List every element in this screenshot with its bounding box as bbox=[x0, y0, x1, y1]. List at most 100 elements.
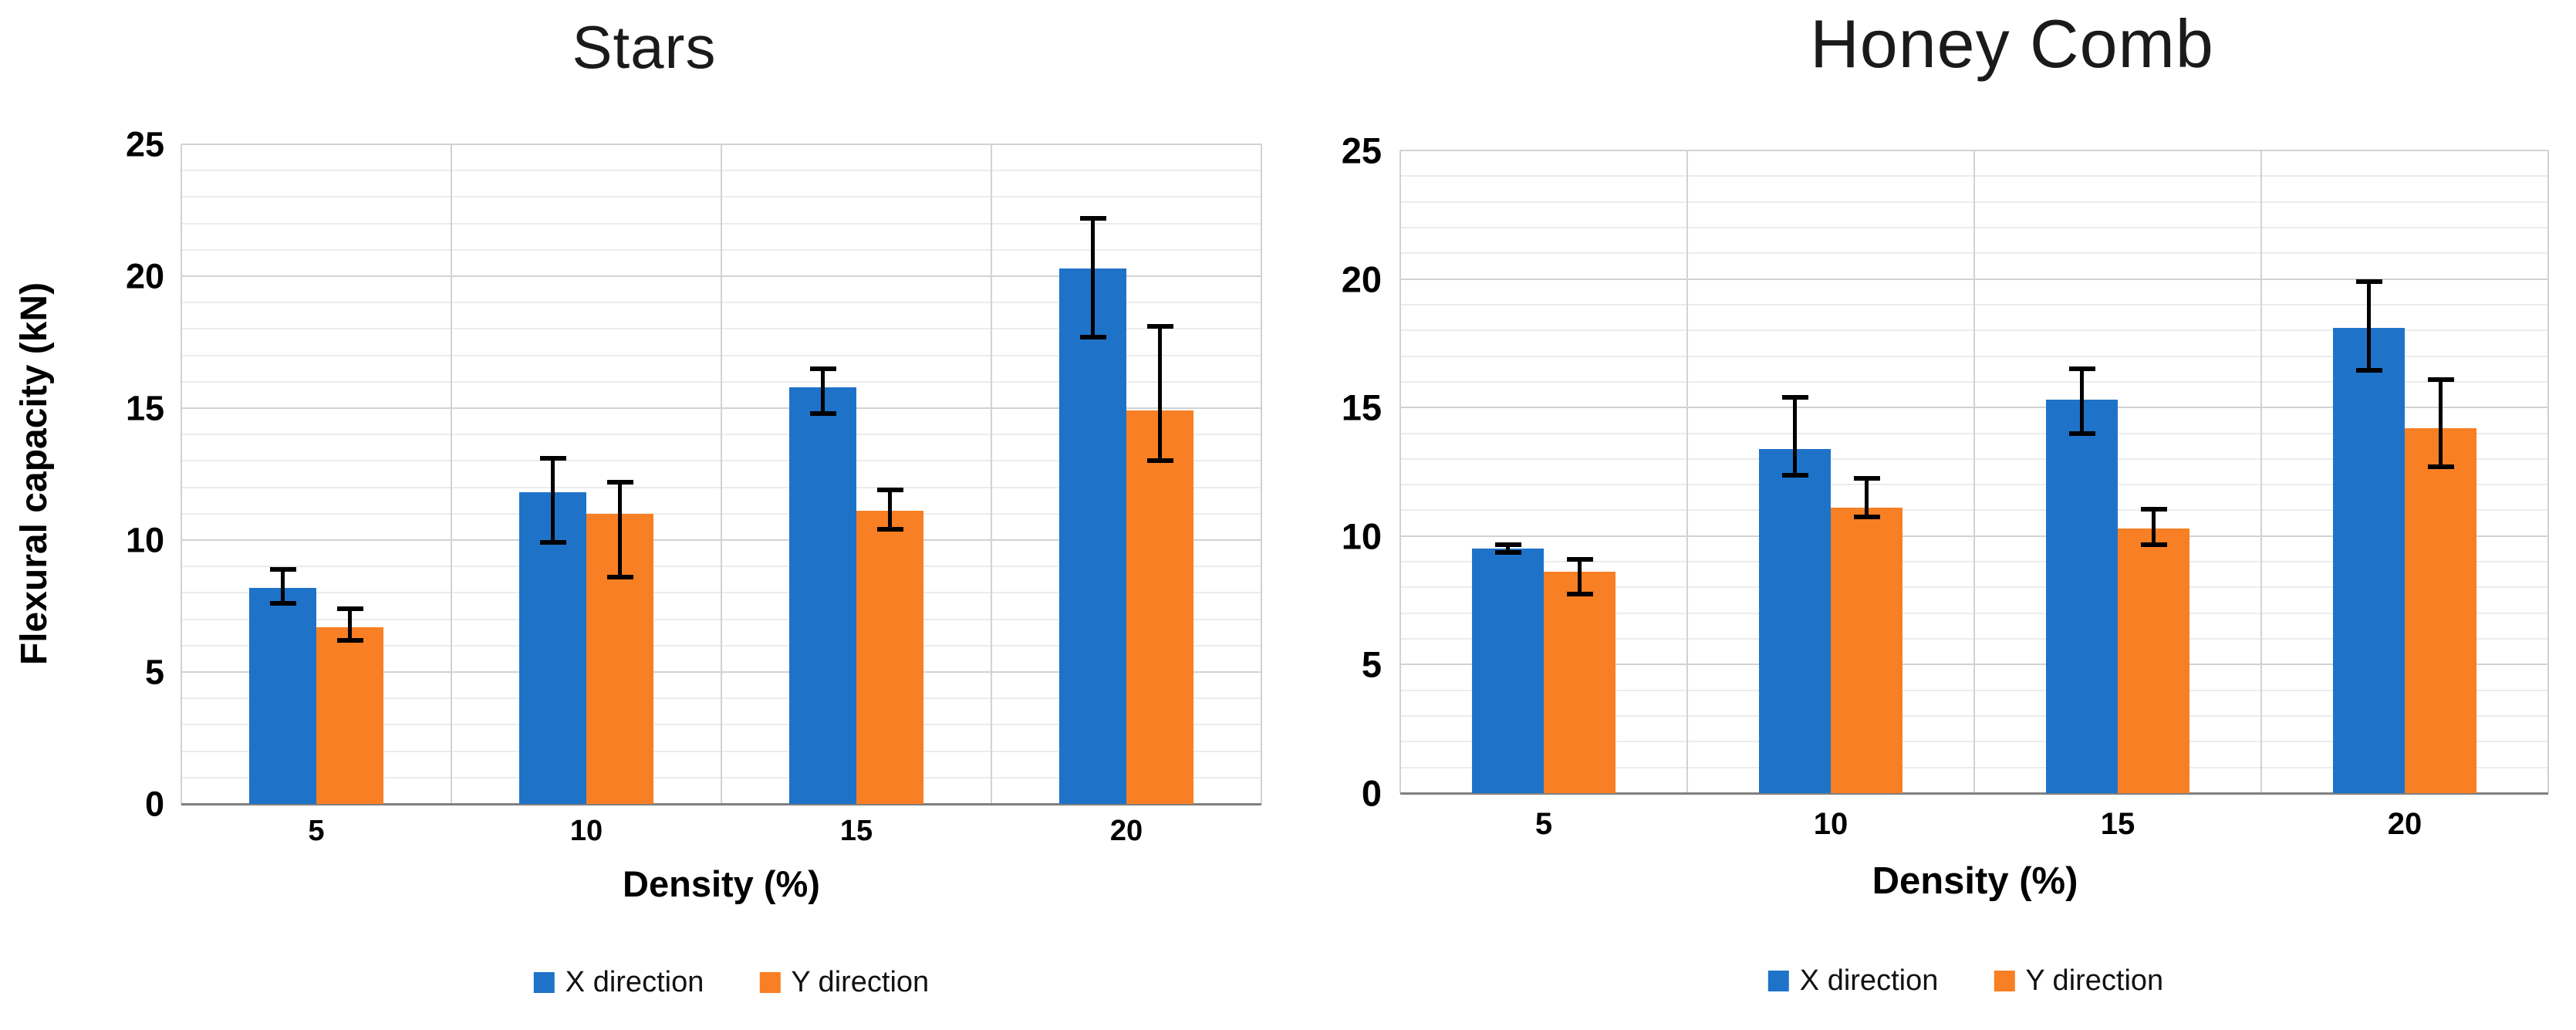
error-bar-cap-top bbox=[1079, 215, 1106, 221]
legend-honeycomb: X direction Y direction bbox=[1767, 964, 2163, 998]
category-boundary-line bbox=[2260, 150, 2262, 793]
x-tick-label: 10 bbox=[569, 815, 603, 847]
error-bar-cap-bottom bbox=[1781, 473, 1808, 478]
error-bar-cap-bottom bbox=[606, 574, 633, 579]
error-bar-cap-bottom bbox=[876, 527, 903, 532]
category-boundary-line bbox=[451, 144, 452, 804]
error-bar-line bbox=[551, 458, 555, 543]
x-tick-label: 20 bbox=[1109, 815, 1143, 847]
category-boundary-line bbox=[1399, 150, 1401, 793]
bar-honeycomb-y-10 bbox=[1831, 508, 1902, 793]
legend-item-x-direction: X direction bbox=[533, 966, 704, 999]
error-bar-cap-bottom bbox=[809, 410, 836, 416]
error-bar-line bbox=[2439, 379, 2443, 467]
legend-label: Y direction bbox=[791, 966, 930, 998]
error-bar-cap-bottom bbox=[1494, 550, 1521, 556]
category-boundary-line bbox=[721, 144, 722, 804]
bar-honeycomb-x-5 bbox=[1472, 549, 1544, 793]
error-bar-line bbox=[888, 490, 892, 530]
y-tick-label: 20 bbox=[1341, 258, 1382, 300]
error-bar-cap-top bbox=[2068, 366, 2095, 372]
bar-honeycomb-x-10 bbox=[1759, 448, 1831, 793]
x-axis-line bbox=[181, 803, 1261, 805]
error-bar-line bbox=[2080, 369, 2084, 434]
error-bar-line bbox=[348, 608, 352, 640]
error-bar-line bbox=[1506, 545, 1510, 553]
error-bar-line bbox=[618, 481, 622, 577]
error-bar-cap-bottom bbox=[2068, 431, 2095, 436]
bar-stars-x-15 bbox=[789, 387, 856, 804]
error-bar-cap-top bbox=[876, 488, 903, 493]
x-tick-label: 10 bbox=[1813, 807, 1848, 841]
y-tick-label: 15 bbox=[125, 388, 164, 428]
y-tick-label: 15 bbox=[1341, 387, 1382, 428]
error-bar-cap-top bbox=[539, 455, 566, 461]
y-tick-label: 5 bbox=[144, 652, 164, 692]
bar-stars-y-15 bbox=[856, 511, 923, 804]
x-axis-line bbox=[1400, 792, 2548, 795]
error-bar-cap-bottom bbox=[269, 601, 296, 606]
y-tick-label: 0 bbox=[1361, 772, 1382, 814]
chart-title-honeycomb: Honey Comb bbox=[1810, 5, 2214, 82]
y-tick-label: 10 bbox=[1341, 515, 1382, 557]
error-bar-cap-top bbox=[2140, 506, 2167, 512]
error-bar-cap-bottom bbox=[1146, 458, 1173, 464]
error-bar-line bbox=[2367, 281, 2371, 370]
bar-honeycomb-y-5 bbox=[1544, 572, 1615, 793]
y-tick-label: 25 bbox=[1341, 130, 1382, 171]
legend-item-y-direction: Y direction bbox=[1994, 964, 2163, 998]
y-tick-label: 5 bbox=[1361, 643, 1382, 685]
legend-swatch-y-direction bbox=[1994, 971, 2015, 991]
legend-swatch-x-direction bbox=[533, 972, 555, 993]
error-bar-cap-top bbox=[1781, 394, 1808, 400]
error-bar-cap-bottom bbox=[336, 637, 363, 643]
x-tick-label: 15 bbox=[839, 815, 873, 847]
error-bar-cap-bottom bbox=[2140, 542, 2167, 548]
y-tick-label: 10 bbox=[125, 520, 164, 560]
chart-title-stars: Stars bbox=[572, 13, 717, 81]
category-boundary-line bbox=[1686, 150, 1688, 793]
x-axis-title-stars: Density (%) bbox=[623, 863, 820, 904]
y-axis-title-stars: Flexural capacity (kN) bbox=[14, 282, 55, 666]
legend-stars: X direction Y direction bbox=[533, 966, 929, 999]
legend-swatch-y-direction bbox=[759, 972, 781, 993]
x-tick-label: 5 bbox=[1534, 807, 1553, 841]
error-bar-cap-top bbox=[809, 366, 836, 371]
error-bar-line bbox=[1793, 397, 1797, 476]
bar-stars-y-20 bbox=[1126, 410, 1193, 804]
y-tick-label: 25 bbox=[125, 124, 164, 164]
error-bar-line bbox=[1578, 559, 1582, 594]
bar-stars-y-5 bbox=[316, 626, 383, 804]
error-bar-cap-top bbox=[2427, 377, 2454, 382]
bar-honeycomb-y-20 bbox=[2405, 427, 2476, 793]
bar-stars-x-20 bbox=[1059, 268, 1126, 804]
error-bar-cap-bottom bbox=[2355, 367, 2382, 373]
y-tick-label: 0 bbox=[144, 784, 164, 824]
error-bar-cap-top bbox=[269, 566, 296, 572]
error-bar-line bbox=[281, 569, 285, 604]
legend-swatch-x-direction bbox=[1767, 971, 1789, 991]
error-bar-cap-top bbox=[606, 479, 633, 485]
bar-honeycomb-x-15 bbox=[2046, 400, 2118, 793]
error-bar-cap-top bbox=[1146, 323, 1173, 329]
error-bar-cap-top bbox=[1853, 475, 1880, 481]
bar-stars-x-5 bbox=[249, 587, 316, 804]
error-bar-cap-top bbox=[2355, 279, 2382, 284]
category-boundary-line bbox=[181, 144, 182, 804]
error-bar-cap-top bbox=[336, 606, 363, 611]
category-boundary-line bbox=[1973, 150, 1975, 793]
error-bar-cap-bottom bbox=[539, 540, 566, 545]
bar-honeycomb-x-20 bbox=[2333, 327, 2405, 793]
legend-label: X direction bbox=[1799, 964, 1939, 997]
error-bar-cap-bottom bbox=[1079, 334, 1106, 339]
category-boundary-line bbox=[991, 144, 992, 804]
error-bar-cap-bottom bbox=[1853, 514, 1880, 519]
legend-item-y-direction: Y direction bbox=[759, 966, 929, 999]
category-boundary-line bbox=[2547, 150, 2549, 793]
error-bar-line bbox=[821, 368, 825, 414]
error-bar-line bbox=[2152, 508, 2156, 545]
legend-label: X direction bbox=[565, 966, 704, 998]
legend-item-x-direction: X direction bbox=[1767, 964, 1939, 998]
error-bar-cap-bottom bbox=[1566, 591, 1593, 596]
